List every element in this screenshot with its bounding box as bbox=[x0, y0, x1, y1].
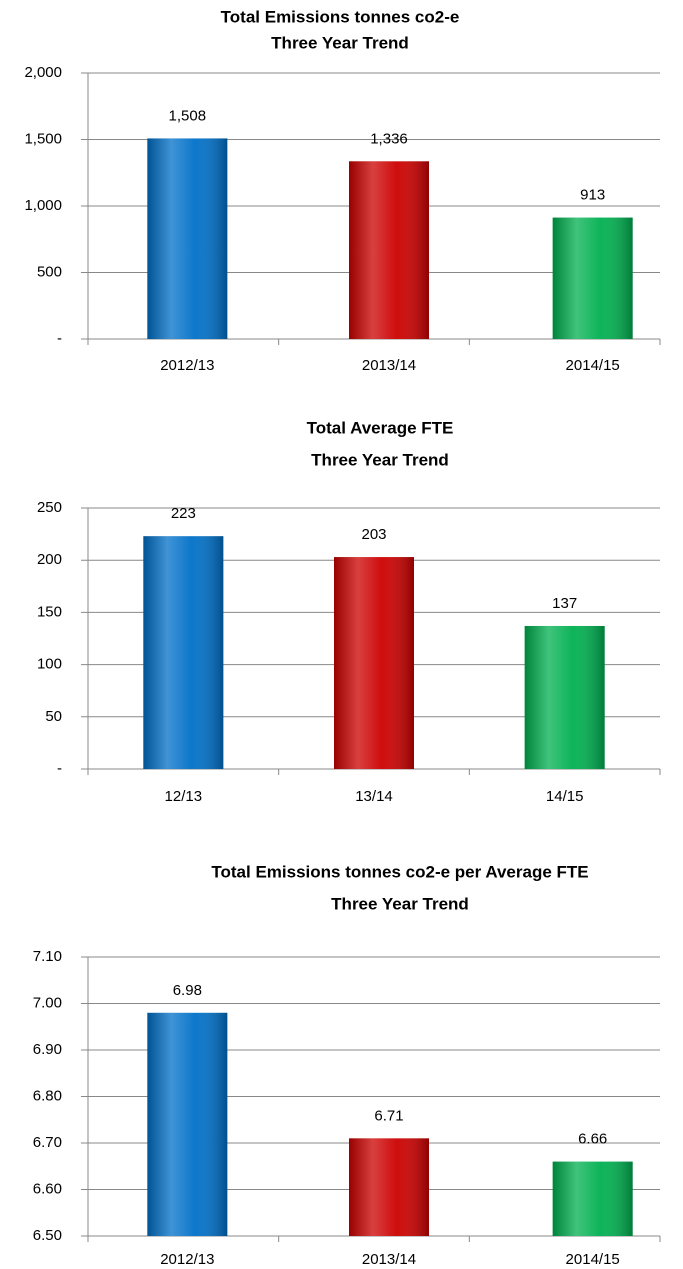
value-label: 6.98 bbox=[173, 982, 202, 999]
y-tick-label: 7.00 bbox=[33, 994, 62, 1011]
chart-title: Total Emissions tonnes co2-e per Average… bbox=[211, 862, 588, 881]
y-tick-label: - bbox=[57, 760, 62, 777]
value-label: 223 bbox=[171, 505, 196, 522]
x-tick-label: 2014/15 bbox=[566, 357, 620, 374]
chart-title: Total Average FTE bbox=[307, 418, 454, 437]
y-tick-label: 6.90 bbox=[33, 1041, 62, 1058]
bar-shine bbox=[349, 1138, 429, 1236]
value-label: 6.71 bbox=[374, 1107, 403, 1124]
y-tick-label: 50 bbox=[45, 708, 62, 725]
x-tick-label: 2013/14 bbox=[362, 357, 416, 374]
value-label: 203 bbox=[361, 526, 386, 543]
bar-shine bbox=[334, 557, 414, 769]
x-tick-label: 2013/14 bbox=[362, 1251, 416, 1268]
y-tick-label: 6.70 bbox=[33, 1134, 62, 1151]
y-tick-label: 250 bbox=[37, 499, 62, 516]
value-label: 913 bbox=[580, 187, 605, 204]
bar-shine bbox=[552, 1161, 633, 1236]
bar-shine bbox=[143, 536, 224, 769]
bar-shine bbox=[524, 625, 605, 769]
y-tick-label: 150 bbox=[37, 603, 62, 620]
y-tick-label: 6.60 bbox=[33, 1180, 62, 1197]
bar-shine bbox=[552, 217, 633, 339]
y-tick-label: 500 bbox=[37, 263, 62, 280]
y-tick-label: 6.50 bbox=[33, 1227, 62, 1244]
chart-title: Total Emissions tonnes co2-e bbox=[221, 7, 460, 26]
y-tick-label: - bbox=[57, 330, 62, 347]
value-label: 6.66 bbox=[578, 1131, 607, 1148]
y-tick-label: 1,500 bbox=[24, 130, 62, 147]
x-tick-label: 13/14 bbox=[355, 788, 393, 805]
x-tick-label: 14/15 bbox=[546, 788, 584, 805]
x-tick-label: 2012/13 bbox=[160, 357, 214, 374]
chart-subtitle: Three Year Trend bbox=[271, 33, 409, 52]
value-label: 137 bbox=[552, 595, 577, 612]
bar-shine bbox=[147, 138, 228, 339]
y-tick-label: 200 bbox=[37, 551, 62, 568]
x-tick-label: 2012/13 bbox=[160, 1251, 214, 1268]
y-tick-label: 1,000 bbox=[24, 197, 62, 214]
y-tick-label: 100 bbox=[37, 656, 62, 673]
value-label: 1,508 bbox=[169, 107, 207, 124]
y-tick-label: 7.10 bbox=[33, 948, 62, 965]
x-tick-label: 2014/15 bbox=[566, 1251, 620, 1268]
y-tick-label: 2,000 bbox=[24, 64, 62, 81]
bar-shine bbox=[349, 161, 429, 339]
chart-subtitle: Three Year Trend bbox=[311, 450, 449, 469]
value-label: 1,336 bbox=[370, 130, 408, 147]
x-tick-label: 12/13 bbox=[165, 788, 203, 805]
y-tick-label: 6.80 bbox=[33, 1087, 62, 1104]
chart-subtitle: Three Year Trend bbox=[331, 894, 469, 913]
bar-shine bbox=[147, 1012, 228, 1236]
